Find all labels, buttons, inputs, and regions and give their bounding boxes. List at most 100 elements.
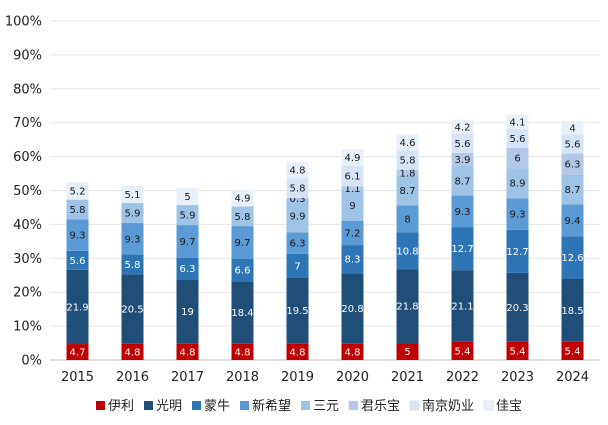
bar-segment — [121, 343, 144, 360]
bar-stack-2015: 4.7 21.9 5.6 9.3 5.8 5.2 — [66, 182, 89, 360]
legend-label: 君乐宝 — [361, 399, 400, 414]
bar-segment — [66, 344, 89, 360]
legend-item: 佳宝 — [483, 399, 522, 414]
bar-segment — [451, 119, 474, 134]
data-label: 9.3 — [455, 207, 471, 218]
data-label: 5.9 — [125, 209, 141, 220]
bar-segment — [396, 134, 419, 151]
bar-stack-2016: 4.8 20.5 5.8 9.3 5.9 5.1 — [121, 185, 144, 360]
data-label: 5 — [404, 347, 410, 358]
data-label: 18.4 — [231, 308, 253, 319]
bar-stack-2017: 4.8 19 6.3 9.7 5.9 5 — [176, 188, 199, 360]
bar-segment — [121, 203, 144, 224]
y-tick-label: 100% — [5, 15, 42, 30]
y-axis: 0% 10% 20% 30% 40% 50% 60% 70% 80% 90% 100% — [5, 15, 42, 369]
bars: 4.721.95.69.35.85.2 4.820.55.89.35.95.1 4.… — [66, 114, 584, 360]
data-label: 12.7 — [506, 247, 528, 258]
bar-segment — [176, 279, 199, 344]
bar-stack-2019: 4.8 19.5 7 6.3 9.9 0.35.8 4.8 — [286, 162, 309, 360]
legend-swatch — [144, 401, 153, 410]
bar-segment — [176, 188, 199, 206]
data-label: 5.9 — [180, 211, 196, 222]
bar-segment — [506, 198, 529, 230]
data-label: 6.3 — [565, 160, 581, 171]
x-axis: 2015 2016 2017 2018 2019 2020 2021 2022 2023 2024 — [61, 370, 589, 385]
bar-segment — [66, 182, 89, 200]
data-label: 9 — [349, 201, 355, 212]
data-label: 10.8 — [396, 246, 418, 257]
bar-stack-2024: 5.4 18.5 12.6 9.4 8.7 6.3 5.6 4 — [561, 121, 584, 360]
data-label: 19 — [181, 307, 194, 318]
bar-segment — [561, 204, 584, 237]
bar-stack-2022: 5.4 21.1 12.7 9.3 8.7 3.9 5.6 4.2 — [451, 119, 474, 360]
bar-segment — [561, 134, 584, 154]
bar-segment — [396, 169, 419, 176]
y-tick-label: 70% — [13, 116, 42, 131]
data-label: 5.4 — [510, 346, 526, 357]
data-label: 6.3 — [180, 264, 196, 275]
bar-stack-2018: 4.8 18.4 6.6 9.7 5.8 4.9 — [231, 189, 254, 360]
data-label: 5.8 — [125, 260, 141, 271]
bar-segment — [506, 147, 529, 169]
bar-segment — [66, 250, 89, 270]
legend-item: 光明 — [144, 399, 182, 414]
bar-segment — [561, 341, 584, 360]
bar-segment — [286, 198, 309, 233]
bar-segment — [231, 206, 254, 227]
legend-item: 三元 — [301, 399, 339, 414]
bar-segment — [121, 274, 144, 344]
legend-item: 君乐宝 — [348, 399, 400, 414]
legend-label: 佳宝 — [496, 399, 522, 414]
bar-segment — [286, 197, 309, 199]
x-tick-label: 2024 — [556, 370, 589, 385]
legend-swatch — [192, 401, 201, 410]
data-label: 5.4 — [455, 346, 471, 357]
bar-segment — [66, 219, 89, 251]
data-label: 5.8 — [290, 184, 306, 195]
legend-swatch — [483, 400, 494, 411]
data-label: 6.3 — [290, 239, 306, 250]
bar-segment — [121, 254, 144, 275]
bar-segment — [561, 174, 584, 205]
x-tick-label: 2023 — [501, 370, 534, 385]
bar-segment — [231, 343, 254, 360]
data-label: 5.4 — [565, 346, 581, 357]
data-label: 4 — [569, 123, 575, 134]
data-label: 5.6 — [510, 134, 526, 145]
data-label: 8.9 — [510, 179, 526, 190]
data-label: 4.8 — [290, 166, 306, 177]
data-label: 12.6 — [561, 253, 583, 264]
bar-segment — [231, 258, 254, 282]
bar-segment — [451, 195, 474, 228]
bar-segment — [341, 245, 364, 274]
legend-label: 蒙牛 — [204, 399, 230, 414]
data-label: 6.6 — [235, 266, 251, 277]
data-label: 9.3 — [70, 231, 86, 242]
legend-item: 南京奶业 — [409, 398, 474, 414]
bar-segment — [286, 178, 309, 198]
data-label: 5.2 — [70, 186, 86, 197]
bar-segment — [341, 165, 364, 187]
y-tick-label: 20% — [13, 286, 42, 301]
bar-segment — [506, 272, 529, 342]
bar-segment — [451, 133, 474, 153]
legend-swatch — [348, 400, 359, 411]
data-label: 4.8 — [180, 347, 196, 358]
bar-segment — [506, 229, 529, 273]
bar-segment — [341, 190, 364, 221]
bar-segment — [341, 273, 364, 344]
data-label: 6 — [514, 153, 520, 164]
bar-segment — [561, 153, 584, 175]
data-label: 19.5 — [286, 306, 308, 317]
x-tick-label: 2021 — [391, 370, 424, 385]
bar-segment — [286, 343, 309, 360]
x-tick-label: 2020 — [336, 370, 369, 385]
data-label: 21.1 — [451, 301, 473, 312]
data-label: 9.3 — [510, 210, 526, 221]
data-label: 4.9 — [235, 194, 251, 205]
data-label: 9.9 — [290, 211, 306, 222]
bar-segment — [341, 149, 364, 166]
data-label: 9.7 — [180, 237, 196, 248]
legend-swatch — [96, 401, 105, 410]
